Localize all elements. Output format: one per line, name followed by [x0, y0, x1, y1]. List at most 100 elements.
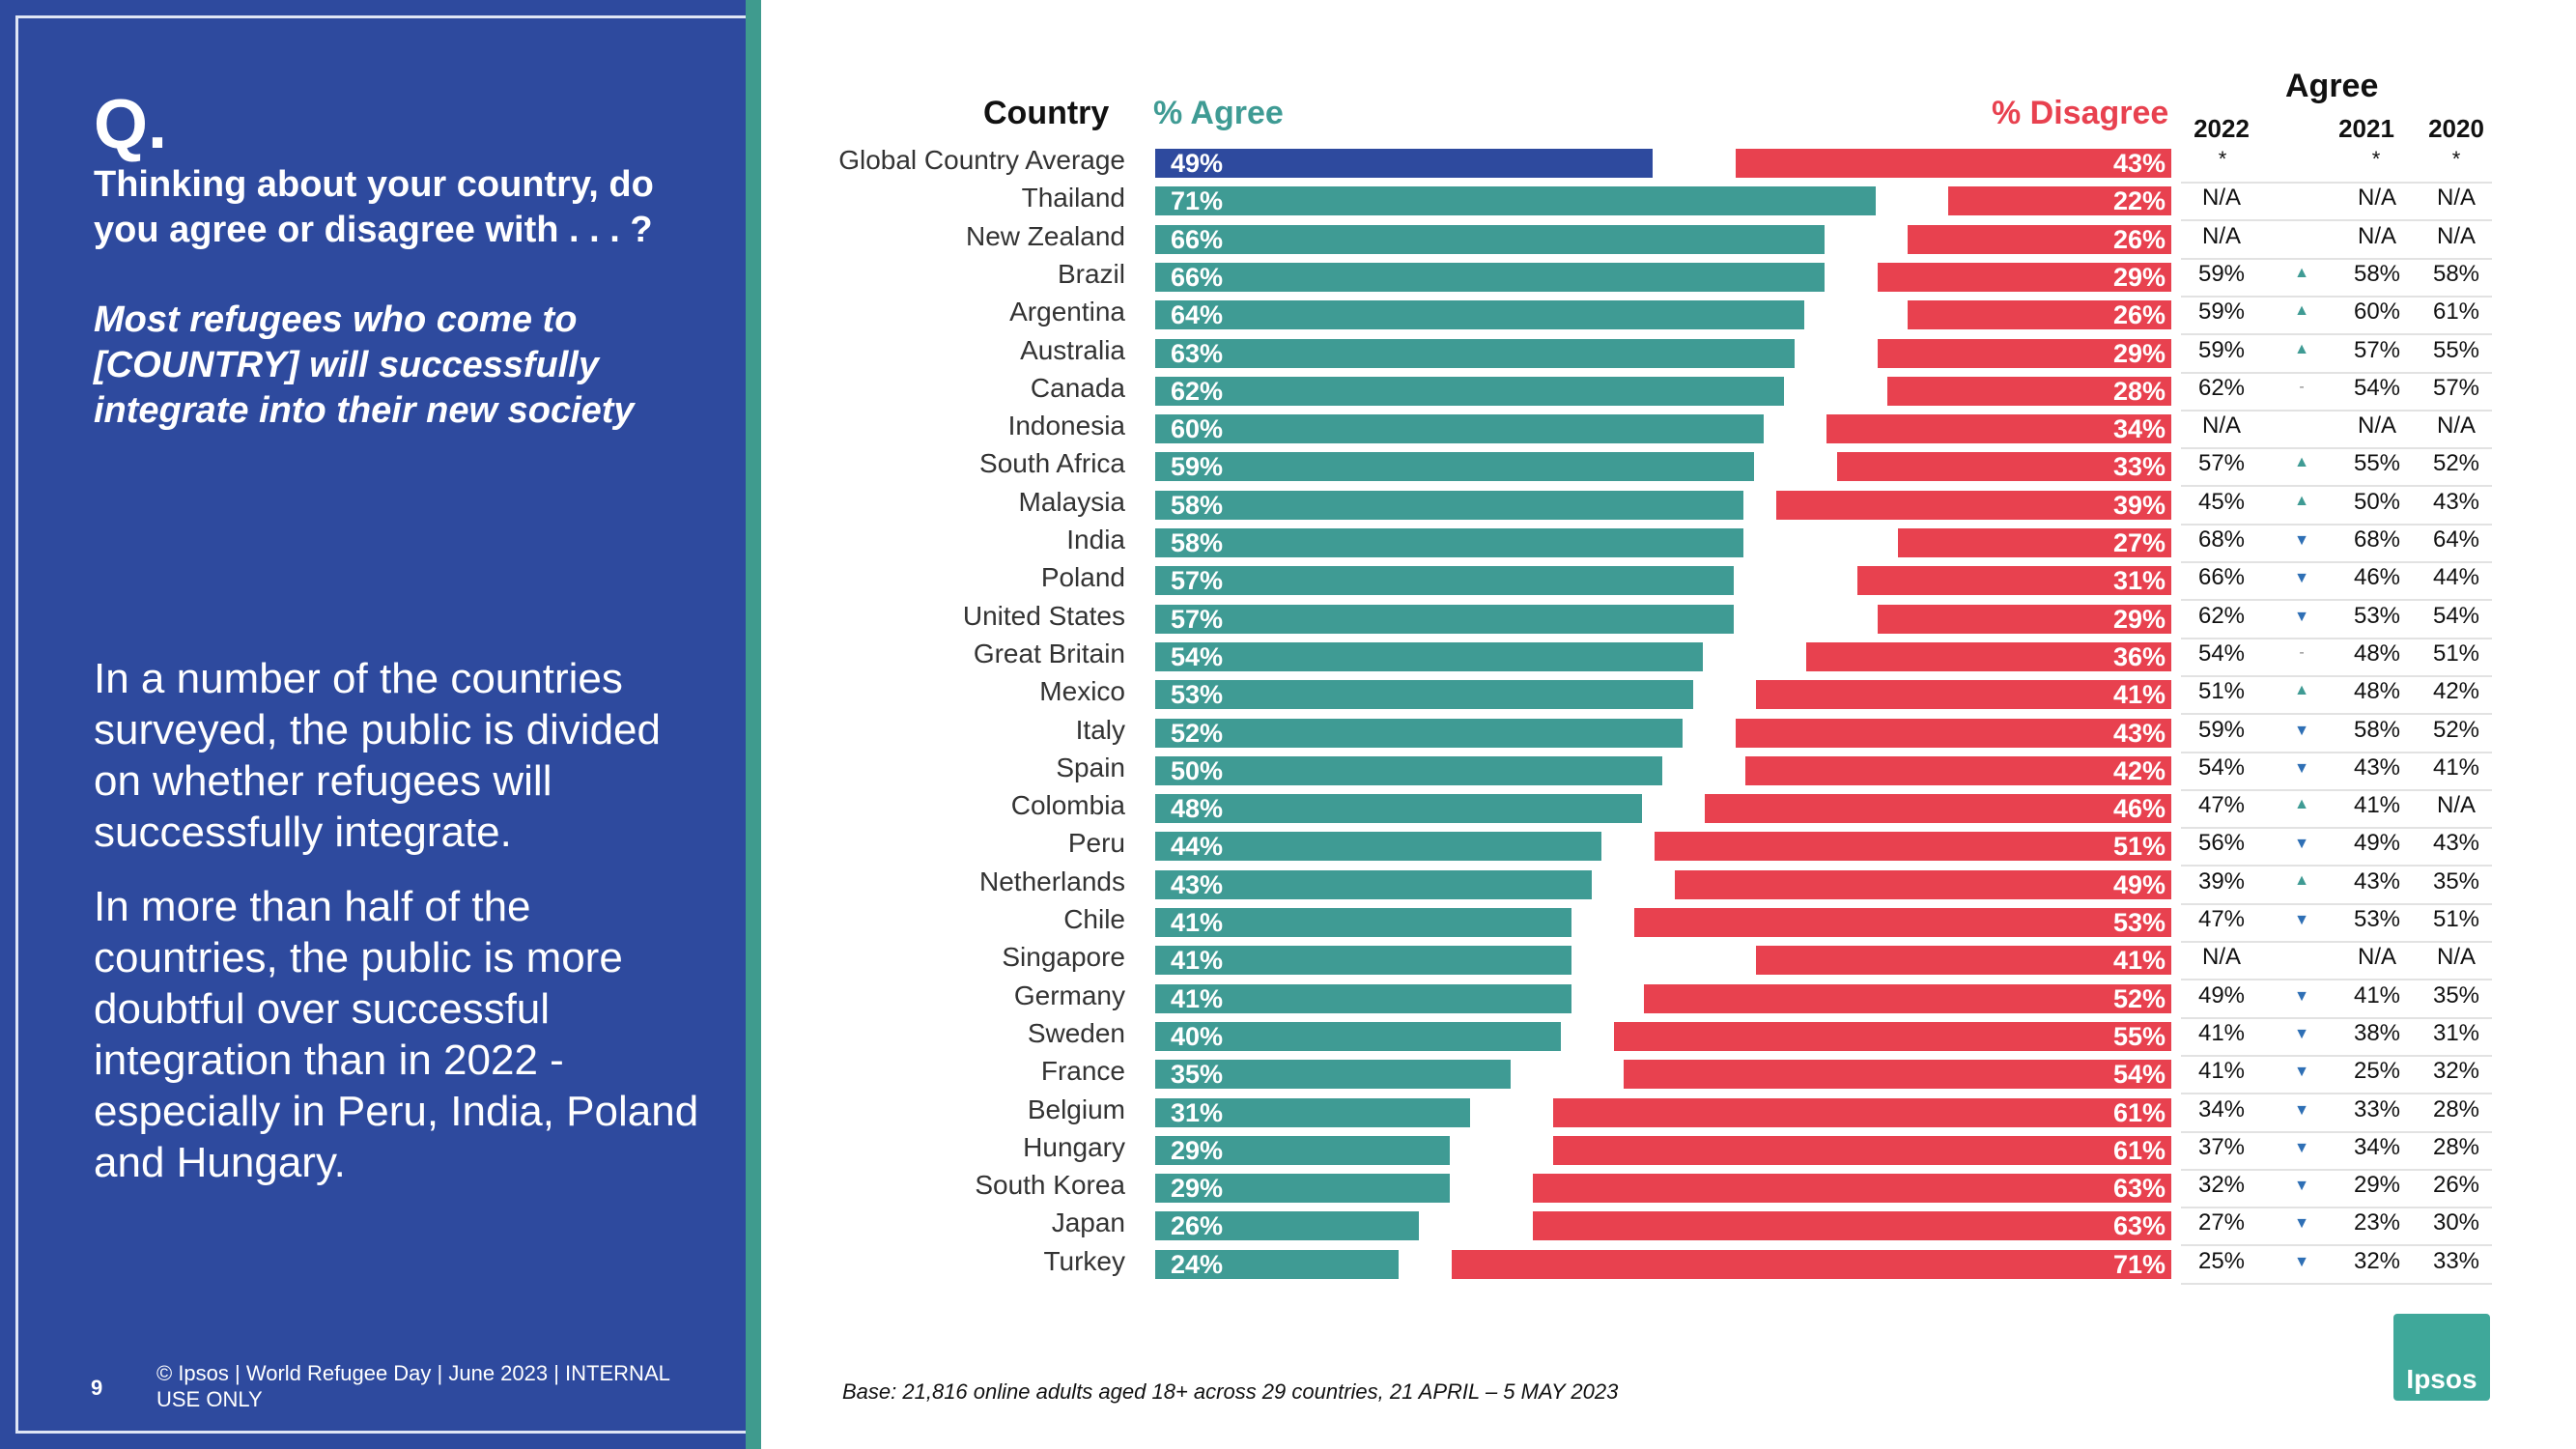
up-arrow-icon: ▲: [2294, 302, 2309, 320]
no-change-icon: -: [2299, 378, 2305, 395]
country-label: Turkey: [1043, 1245, 1125, 1276]
disagree-value-label: 63%: [2113, 1211, 2166, 1241]
base-note: Base: 21,816 online adults aged 18+ acro…: [842, 1379, 1619, 1404]
trend-2021-value: 43%: [2353, 753, 2401, 781]
disagree-value-label: 28%: [2113, 376, 2166, 406]
trend-2021-value: N/A: [2357, 222, 2396, 249]
disagree-value-label: 61%: [2113, 1097, 2166, 1127]
agree-bar: [1155, 718, 1683, 748]
disagree-value-label: 26%: [2113, 300, 2166, 330]
disagree-value-label: 36%: [2113, 641, 2166, 671]
trend-2021-value: 25%: [2353, 1058, 2401, 1085]
disagree-value-label: 46%: [2113, 794, 2166, 824]
trend-2020-value: 44%: [2432, 564, 2480, 591]
agree-bar: [1155, 224, 1825, 254]
row-divider: [2181, 1093, 2492, 1095]
disagree-bar: [1897, 528, 2171, 557]
trend-2022-value: 54%: [2197, 639, 2246, 667]
ipsos-logo-text: Ipsos: [2406, 1364, 2477, 1394]
agree-value-label: 57%: [1171, 604, 1224, 634]
agree-value-label: 41%: [1171, 908, 1224, 937]
trend-2022-value: 37%: [2197, 1133, 2246, 1160]
disagree-bar: [1633, 908, 2171, 937]
up-arrow-icon: ▲: [2294, 871, 2309, 889]
agree-value-label: 57%: [1171, 566, 1224, 596]
ipsos-logo: [2393, 1314, 2490, 1401]
disagree-value-label: 41%: [2113, 946, 2166, 976]
trend-2021-value: 23%: [2353, 1209, 2401, 1236]
trend-2021-value: 34%: [2353, 1133, 2401, 1160]
disagree-header: % Disagree: [1992, 95, 2169, 131]
trend-2020-value: 35%: [2432, 867, 2480, 895]
trend-2021-value: 49%: [2353, 830, 2401, 857]
agree-value-label: 41%: [1171, 946, 1224, 976]
trend-2022-value: 59%: [2197, 716, 2246, 743]
country-label: Poland: [1040, 562, 1125, 593]
trend-2022-value: 59%: [2197, 336, 2246, 363]
disagree-bar: [1908, 300, 2171, 330]
agree-bar: [1155, 262, 1825, 292]
trend-2020-value: N/A: [2436, 944, 2476, 971]
trend-2021-value: 53%: [2353, 906, 2401, 932]
disagree-value-label: 27%: [2113, 528, 2166, 557]
agree-bar: [1155, 1249, 1399, 1279]
country-label: United States: [962, 600, 1125, 631]
trend-2020-value: 52%: [2432, 450, 2480, 477]
agree-value-label: 63%: [1171, 338, 1224, 368]
country-label: Argentina: [1009, 297, 1125, 327]
trend-2021-value: N/A: [2357, 185, 2396, 212]
trend-2020-value: 31%: [2432, 1019, 2480, 1046]
disagree-value-label: 51%: [2113, 832, 2166, 862]
down-arrow-icon: ▼: [2294, 987, 2309, 1005]
row-divider: [2181, 485, 2492, 488]
agree-bar: [1155, 376, 1784, 406]
disagree-bar: [1775, 490, 2171, 520]
trend-2021-value: 29%: [2353, 1172, 2401, 1199]
trend-2020-value: N/A: [2436, 412, 2476, 440]
disagree-bar: [1877, 262, 2171, 292]
trend-2021-value: 57%: [2353, 336, 2401, 363]
row-divider: [2181, 637, 2492, 639]
page-number: 9: [91, 1376, 103, 1400]
agree-bar: [1155, 1021, 1561, 1051]
trend-2022-value: 27%: [2197, 1209, 2246, 1236]
up-arrow-icon: ▲: [2294, 492, 2309, 509]
trend-2020-value: 43%: [2432, 830, 2480, 857]
down-arrow-icon: ▼: [2294, 912, 2309, 928]
disagree-value-label: 52%: [2113, 983, 2166, 1013]
trend-2021-value: N/A: [2357, 412, 2396, 440]
country-label: Brazil: [1057, 258, 1125, 289]
trend-2020-value: 64%: [2432, 526, 2480, 553]
disagree-value-label: 34%: [2113, 414, 2166, 444]
row-divider: [2181, 1054, 2492, 1057]
disagree-bar: [1705, 794, 2171, 824]
disagree-value-label: 43%: [2113, 149, 2166, 178]
agree-value-label: 31%: [1171, 1097, 1224, 1127]
country-label: Malaysia: [1018, 486, 1125, 517]
row-divider: [2181, 788, 2492, 791]
trend-2022-value: 59%: [2197, 260, 2246, 287]
trend-2021-value: 38%: [2353, 1019, 2401, 1046]
agree-value-label: 53%: [1171, 680, 1224, 710]
agree-bar: [1155, 1174, 1450, 1204]
trend-2021-value: 43%: [2353, 867, 2401, 895]
trend-2020-value: 51%: [2432, 639, 2480, 667]
down-arrow-icon: ▼: [2294, 1253, 2309, 1270]
year-2022-header: 2022: [2194, 114, 2250, 143]
disagree-value-label: 43%: [2113, 718, 2166, 748]
question-mark: Q.: [94, 86, 168, 163]
disagree-value-label: 29%: [2113, 338, 2166, 368]
agree-value-label: 29%: [1171, 1174, 1224, 1204]
country-label: Singapore: [1002, 942, 1125, 973]
disagree-bar: [1908, 224, 2171, 254]
disagree-bar: [1755, 946, 2171, 976]
down-arrow-icon: ▼: [2294, 1025, 2309, 1042]
agree-value-label: 44%: [1171, 832, 1224, 862]
country-label: Australia: [1020, 334, 1125, 365]
panel-frame: [15, 15, 746, 1434]
agree-value-label: 60%: [1171, 414, 1224, 444]
country-label: Global Country Average: [838, 145, 1125, 175]
disagree-bar: [1755, 680, 2171, 710]
agree-bar: [1155, 908, 1571, 937]
question-text: Thinking about your country, do you agre…: [94, 164, 654, 250]
